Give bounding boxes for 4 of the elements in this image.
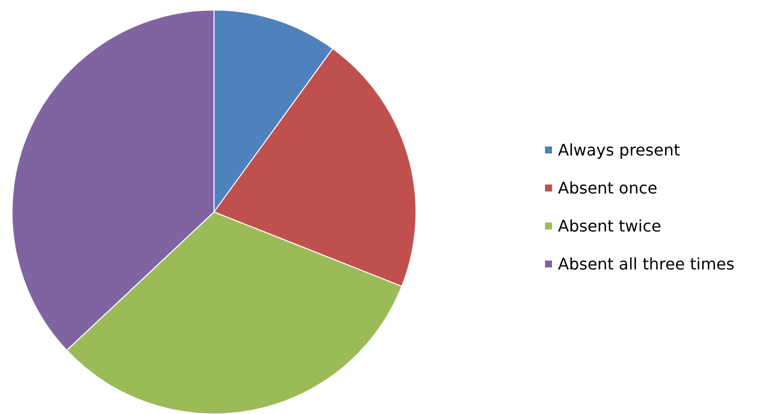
legend-label: Absent once — [558, 178, 658, 198]
legend-label: Always present — [558, 140, 680, 160]
legend-label: Absent twice — [558, 216, 662, 236]
legend-label: Absent all three times — [558, 254, 734, 274]
